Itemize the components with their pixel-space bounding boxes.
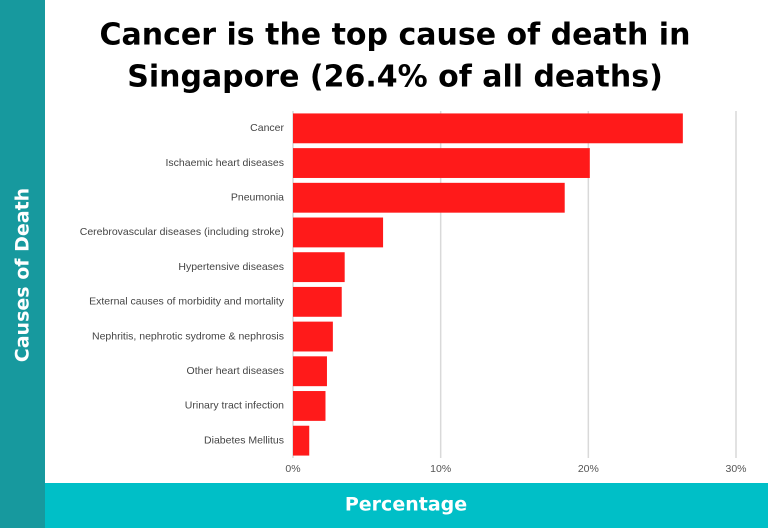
x-tick-label: 30% bbox=[725, 463, 746, 475]
y-tick-label: Cancer bbox=[250, 122, 284, 134]
x-tick-label: 0% bbox=[285, 463, 300, 475]
bar bbox=[293, 252, 345, 283]
x-axis-title: Percentage bbox=[345, 494, 467, 516]
bar bbox=[293, 113, 683, 144]
y-tick-label: Urinary tract infection bbox=[185, 400, 284, 412]
bar bbox=[293, 148, 590, 178]
bar bbox=[293, 356, 327, 387]
y-tick-label: Pneumonia bbox=[231, 192, 284, 204]
y-tick-label: Nephritis, nephrotic sydrome & nephrosis bbox=[92, 330, 284, 342]
x-tick-label: 10% bbox=[430, 463, 451, 475]
y-tick-label: Hypertensive diseases bbox=[178, 261, 284, 273]
y-tick-label: Diabetes Mellitus bbox=[204, 434, 284, 446]
y-tick-label: External causes of morbidity and mortali… bbox=[89, 296, 285, 308]
chart-title: Singapore (26.4% of all deaths) bbox=[127, 60, 663, 95]
bar bbox=[293, 217, 384, 248]
chart-title: Cancer is the top cause of death in bbox=[100, 18, 691, 53]
y-tick-label: Other heart diseases bbox=[187, 365, 284, 377]
y-axis-title: Causes of Death bbox=[12, 188, 34, 362]
bar bbox=[293, 321, 333, 352]
y-axis-band bbox=[0, 0, 45, 528]
x-axis-band bbox=[45, 483, 768, 528]
bar bbox=[293, 286, 342, 317]
x-tick-label: 20% bbox=[578, 463, 599, 475]
bar bbox=[293, 182, 565, 213]
bar bbox=[293, 425, 310, 456]
bar bbox=[293, 391, 326, 421]
y-tick-label: Ischaemic heart diseases bbox=[166, 157, 284, 169]
y-tick-label: Cerebrovascular diseases (including stro… bbox=[80, 226, 284, 238]
